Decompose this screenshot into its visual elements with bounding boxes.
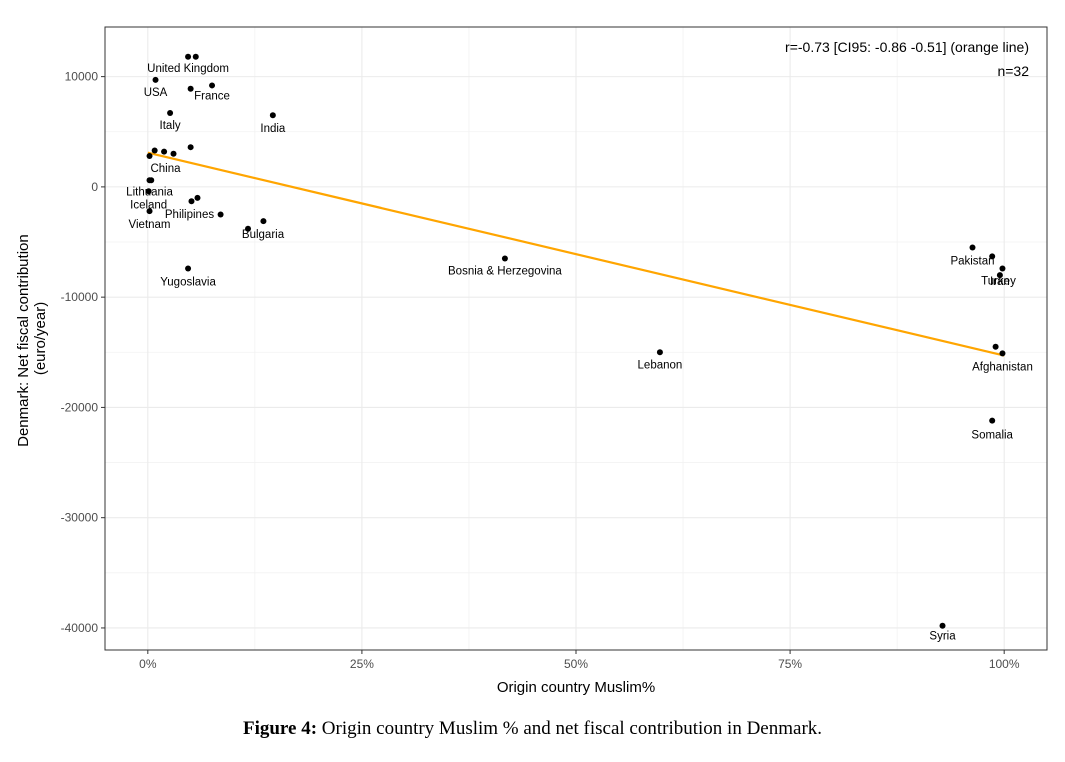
point-label: Iran [990, 276, 1010, 288]
y-tick-label: 10000 [65, 70, 99, 84]
point-label: India [260, 123, 286, 135]
y-tick-label: -10000 [61, 290, 99, 304]
y-tick-label: 0 [91, 180, 98, 194]
data-point [146, 208, 153, 215]
data-point [269, 112, 276, 119]
point-label: Philipines [165, 209, 214, 221]
data-point [656, 349, 663, 356]
x-tick-label: 50% [564, 657, 588, 671]
y-axis-title: Denmark: Net fiscal contribution (euro/y… [15, 230, 49, 447]
regression-line [147, 151, 1005, 357]
x-axis-ticks: 0% 25% 50% 75% 100% [139, 650, 1020, 671]
data-point [194, 194, 201, 201]
x-tick-label: 100% [989, 657, 1020, 671]
data-point [245, 225, 252, 232]
x-axis-title: Origin country Muslim% [497, 679, 655, 696]
y-tick-label: -20000 [61, 400, 99, 414]
data-point [185, 265, 192, 272]
data-point [999, 350, 1006, 357]
point-label: Iceland [130, 199, 167, 211]
labels-layer: United Kingdom USA France Italy India China Li… [126, 63, 1033, 643]
caption-prefix: Figure 4: [242, 718, 318, 739]
point-label: France [194, 90, 230, 102]
y-axis-title-line1: Denmark: Net fiscal contribution [15, 234, 32, 447]
point-label: Lithuania [126, 186, 173, 198]
data-point [996, 272, 1003, 279]
data-point [161, 148, 168, 155]
data-point [151, 147, 158, 154]
data-point [501, 255, 508, 262]
x-tick-label: 0% [139, 657, 157, 671]
data-point [146, 153, 153, 160]
y-axis-ticks: 10000 0 -10000 -20000 -30000 -40000 [61, 70, 105, 635]
data-point [999, 265, 1006, 272]
data-point [187, 144, 194, 151]
x-tick-label: 25% [350, 657, 374, 671]
data-point [209, 82, 216, 89]
data-point [260, 218, 267, 225]
data-point [192, 53, 199, 60]
point-label: Italy [160, 120, 181, 132]
point-label: Bulgaria [242, 229, 285, 241]
point-label: USA [144, 87, 168, 99]
figure-caption: Figure 4: Origin country Muslim % and ne… [0, 718, 1065, 740]
data-point [939, 622, 946, 629]
data-point [152, 76, 159, 83]
point-label: Somalia [971, 430, 1013, 442]
point-label: Lebanon [638, 359, 683, 371]
point-label: Vietnam [129, 219, 171, 231]
regression-layer [147, 151, 1005, 357]
data-point [217, 211, 224, 218]
point-label: Pakistan [950, 256, 994, 268]
point-label: China [150, 163, 181, 175]
data-point [188, 198, 195, 205]
data-point [148, 177, 155, 184]
data-point [185, 53, 192, 60]
point-label: Yugoslavia [160, 276, 216, 288]
annotation-n: n=32 [997, 63, 1029, 79]
point-label: Syria [929, 631, 956, 643]
data-point [187, 85, 194, 92]
data-point [145, 188, 152, 195]
data-point [992, 343, 999, 350]
data-point [989, 253, 996, 260]
grid-major [105, 27, 1047, 650]
annotation-correlation: r=-0.73 [CI95: -0.86 -0.51] (orange line… [785, 39, 1029, 55]
data-point [969, 244, 976, 251]
scatter-chart: United Kingdom USA France Italy India China Li… [15, 26, 1048, 696]
y-tick-label: -40000 [61, 621, 99, 635]
data-point [167, 110, 174, 117]
y-tick-label: -30000 [61, 511, 99, 525]
caption-text: Origin country Muslim % and net fiscal c… [317, 718, 823, 739]
points-layer [145, 53, 1006, 629]
point-label: Turkey [981, 275, 1016, 287]
data-point [989, 417, 996, 424]
point-label: Afghanistan [972, 361, 1033, 373]
y-axis-title-line2: (euro/year) [32, 302, 49, 375]
point-label: Bosnia & Herzegovina [448, 266, 562, 278]
point-label: United Kingdom [147, 63, 229, 75]
x-tick-label: 75% [778, 657, 802, 671]
data-point [170, 150, 177, 157]
